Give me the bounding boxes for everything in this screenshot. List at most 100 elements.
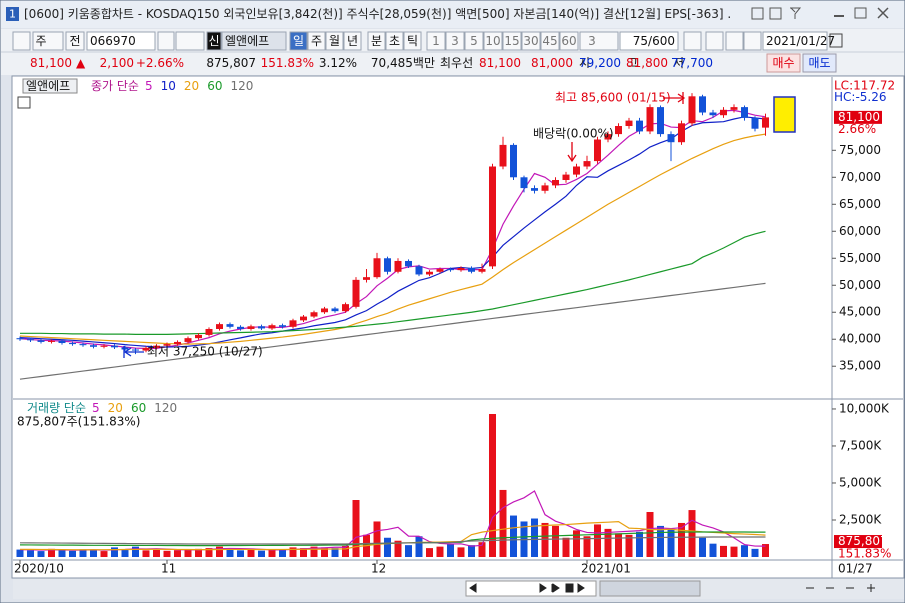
toolbar-button[interactable] [367,31,386,51]
candle-body [394,260,402,272]
toolbar-icon[interactable] [725,31,744,51]
volume-bar [16,549,24,557]
toolbar-button[interactable] [289,31,308,51]
toolbar-icon[interactable] [683,31,702,51]
lc-label: LC:117.72 [834,79,895,93]
volume-bar [289,547,297,557]
volume-bar [300,548,307,557]
candle-body [90,345,97,347]
toolbar-button[interactable] [579,31,619,51]
change-rate-label: 2.66% [838,122,876,136]
toolbar-button[interactable] [464,31,484,51]
candle-body [730,107,738,110]
scrollbar-track[interactable] [465,580,597,597]
volume-bar [709,543,717,557]
moving-average-line [19,282,766,380]
quote-value: 81,100 [479,56,521,70]
pin-icon[interactable] [790,7,802,19]
candle-body [237,326,244,329]
toolbar-button[interactable] [521,31,541,51]
control-icon[interactable] [769,7,782,20]
volume-bar [657,525,664,557]
toolbar-button[interactable] [343,31,362,51]
candle-body [646,107,654,132]
chart-annotation: 배당락(0.00%) [533,127,614,141]
toolbar-icon[interactable] [705,31,724,51]
toolbar-button[interactable] [426,31,446,51]
quote-value: 875,807 [206,56,256,70]
toolbar-button[interactable] [445,31,465,51]
toolbar-button[interactable] [65,31,85,51]
volume-bar [426,548,433,557]
toolbar-text: 분 [371,34,382,48]
scroll-buttons[interactable] [469,583,875,593]
volume-bar [205,548,213,557]
toolbar-icon[interactable] [743,31,762,51]
sell-button-label: 매도 [808,56,830,70]
candle-body [142,347,150,351]
candle-body [247,326,255,329]
x-end-label: 01/27 [838,562,873,576]
toolbar-text: 30 [523,34,538,48]
candle-body [363,277,370,280]
toolbar-button[interactable] [206,31,222,51]
toolbar-button[interactable] [325,31,344,51]
volume-bar [174,550,181,557]
candle-body [100,345,108,347]
toolbar-button[interactable] [32,31,64,51]
candle-body [69,343,76,345]
candle-body [268,325,276,329]
control-icon[interactable] [751,7,764,20]
maximize-button[interactable] [854,7,867,19]
volume-bar [90,550,97,557]
toolbar-button[interactable] [86,31,156,51]
candle-body [37,340,45,342]
x-tick-label: 11 [161,562,176,576]
volume-caption: 875,807주(151.83%) [17,415,140,429]
candle-body [699,96,706,113]
moving-average-line [19,133,766,345]
legend-entry: 10 [161,79,176,93]
candle-body [48,340,55,342]
volume-bar [468,545,475,557]
volume-bar [741,545,748,557]
toolbar-button[interactable] [221,31,287,51]
toolbar-button[interactable] [762,31,828,51]
toolbar-button[interactable] [385,31,404,51]
toolbar-button[interactable] [403,31,422,51]
candle-body [321,308,328,313]
toolbar-icon[interactable] [157,31,175,51]
volume-bar [688,510,696,557]
scrollbar-thumb[interactable] [599,580,701,597]
toolbar-button[interactable] [540,31,560,51]
quote-value: 151.83% [261,56,314,70]
toolbar-icon[interactable] [12,31,31,51]
quote-value: 77,700 [671,56,713,70]
volume-bar [184,549,192,557]
volume-bar [415,536,423,557]
toolbar-button[interactable] [307,31,326,51]
quote-value: 시 [579,56,590,70]
volume-bar [762,544,769,557]
candle-body [384,258,391,272]
toolbar-button[interactable] [619,31,679,51]
volume-bar [541,522,549,557]
toolbar-button[interactable] [483,31,503,51]
toolbar-button[interactable] [502,31,522,51]
toolbar-button[interactable] [559,31,579,51]
calendar-icon[interactable] [829,33,843,48]
volume-bar [667,528,675,557]
minimize-button[interactable] [834,15,844,17]
price-marker [834,110,882,124]
toolbar-icon[interactable] [175,31,205,51]
close-button[interactable] [877,7,889,19]
candle-body [573,166,580,175]
candle-body [751,117,759,129]
volume-bar [247,549,255,557]
candle-body [426,271,433,275]
annotation-arrow [123,346,144,358]
buy-button[interactable] [766,53,801,73]
toolbar-text: 45 [542,34,557,48]
sell-button[interactable] [802,53,837,73]
